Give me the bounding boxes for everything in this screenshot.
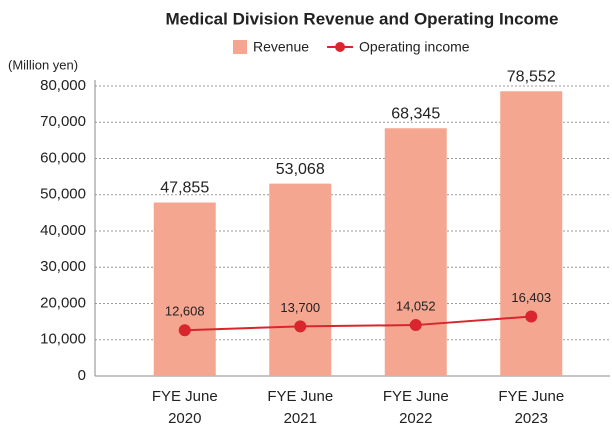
y-tick-label: 80,000 <box>40 77 86 94</box>
bar-value-label: 78,552 <box>507 68 556 85</box>
line-value-label: 12,608 <box>165 304 205 319</box>
y-tick-label: 40,000 <box>40 222 86 239</box>
line-marker <box>525 310 538 323</box>
line-marker <box>178 324 191 337</box>
chart-title: Medical Division Revenue and Operating I… <box>166 9 559 28</box>
bar-value-label: 47,855 <box>160 180 209 197</box>
line-value-label: 13,700 <box>280 300 320 315</box>
bar <box>153 202 216 376</box>
y-tick-label: 10,000 <box>40 331 86 348</box>
x-tick-label: FYE June 2022 <box>383 388 449 427</box>
y-tick-label: 0 <box>78 367 86 384</box>
x-tick-label: FYE June 2023 <box>498 388 564 427</box>
y-tick-label: 50,000 <box>40 186 86 203</box>
legend-swatch <box>335 42 346 52</box>
x-tick-label: FYE June 2020 <box>152 388 218 427</box>
line <box>184 315 532 332</box>
bar <box>269 183 332 376</box>
legend-swatch <box>233 40 247 54</box>
bar-value-label: 53,068 <box>276 161 325 178</box>
bar-value-label: 68,345 <box>391 105 440 122</box>
line-marker <box>409 319 422 332</box>
y-axis-label: (Million yen) <box>8 57 78 72</box>
line-value-label: 14,052 <box>396 298 436 313</box>
y-tick-label: 60,000 <box>40 149 86 166</box>
y-tick-label: 70,000 <box>40 113 86 130</box>
y-tick-label: 30,000 <box>40 258 86 275</box>
legend-label: Revenue <box>253 39 309 55</box>
line-marker <box>294 320 307 333</box>
bar <box>500 91 563 377</box>
line-value-label: 16,403 <box>511 290 551 305</box>
y-tick-label: 20,000 <box>40 294 86 311</box>
legend-label: Operating income <box>359 39 470 55</box>
bar <box>384 128 447 376</box>
x-tick-label: FYE June 2021 <box>267 388 333 427</box>
